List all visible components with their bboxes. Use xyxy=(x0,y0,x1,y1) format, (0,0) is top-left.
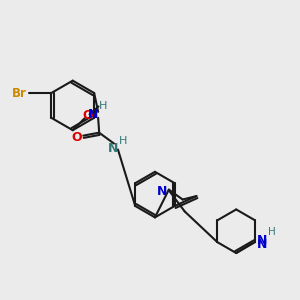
Text: N: N xyxy=(108,142,118,155)
Text: N: N xyxy=(257,238,267,250)
Text: O: O xyxy=(82,109,93,122)
Text: N: N xyxy=(257,234,267,247)
Text: H: H xyxy=(99,101,107,111)
Text: H: H xyxy=(268,227,276,237)
Text: N: N xyxy=(157,185,167,198)
Text: O: O xyxy=(71,131,82,144)
Text: Br: Br xyxy=(12,86,27,100)
Text: H: H xyxy=(119,136,127,146)
Text: N: N xyxy=(88,108,98,121)
